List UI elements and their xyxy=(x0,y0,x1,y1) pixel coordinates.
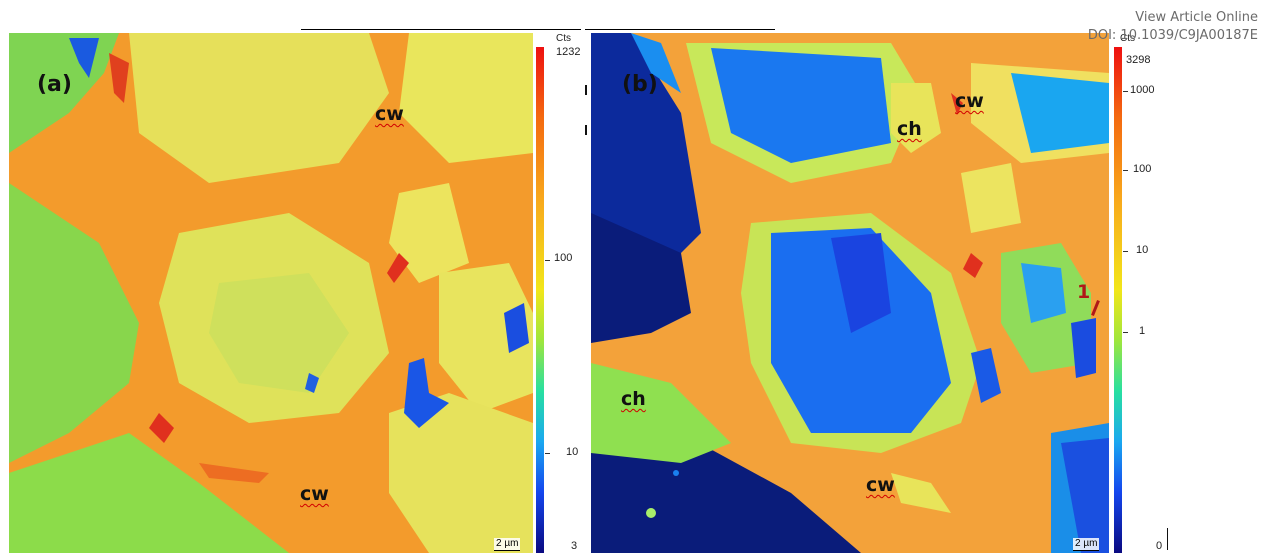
panel-a-map xyxy=(9,33,533,553)
colorbar-b-gradient xyxy=(1114,47,1122,553)
colorbar-b-tick xyxy=(1123,332,1128,333)
colorbar-a-tick xyxy=(545,260,550,261)
panel-b-label: (b) xyxy=(622,72,658,97)
edge-fragment xyxy=(585,85,587,95)
edge-fragment xyxy=(585,125,587,135)
colorbar-b-tick xyxy=(1123,170,1128,171)
region-label-ch: ch xyxy=(897,118,922,140)
colorbar-a-gradient xyxy=(536,47,544,553)
colorbar-b-tick-label: 100 xyxy=(1133,163,1152,175)
colorbar-a-tick-label: 10 xyxy=(566,446,579,458)
colorbar-b-tick xyxy=(1123,251,1128,252)
colorbar-b-tick-label: 10 xyxy=(1136,244,1149,256)
view-article-link[interactable]: View Article Online xyxy=(1135,10,1258,25)
region-label-cw: cw xyxy=(866,474,895,496)
colorbar-a-max-label: 1232 xyxy=(556,46,581,58)
colorbar-a-tick xyxy=(545,453,550,454)
region-label-ch: ch xyxy=(621,388,646,410)
colorbar-b-tick-label: 1 xyxy=(1139,325,1146,337)
scalebar-b: 2 µm xyxy=(1073,538,1100,551)
colorbar-a xyxy=(536,47,544,553)
edge-fragment xyxy=(1167,528,1168,550)
panel-b-image xyxy=(591,33,1109,553)
colorbar-b-tick xyxy=(1123,91,1128,92)
marker-1: 1 xyxy=(1077,281,1091,303)
article-header[interactable]: View Article Online DOI: 10.1039/C9JA001… xyxy=(1088,9,1258,45)
colorbar-a-tick-label: 100 xyxy=(554,252,573,264)
top-rule-right xyxy=(585,29,775,30)
colorbar-b-tick-label: 1000 xyxy=(1130,84,1155,96)
colorbar-b-tick-label: 0 xyxy=(1156,540,1163,552)
colorbar-b-unit: Cts xyxy=(1120,33,1135,44)
panel-b-map xyxy=(591,33,1109,553)
colorbar-a-tick-label: 3 xyxy=(571,540,578,552)
top-rule-left xyxy=(301,29,581,30)
panel-a-label: (a) xyxy=(37,72,72,97)
region-label-cw: cw xyxy=(955,90,984,112)
doi-text: DOI: 10.1039/C9JA00187E xyxy=(1087,28,1258,43)
region-label-cw: cw xyxy=(300,483,329,505)
colorbar-a-unit: Cts xyxy=(556,33,571,44)
colorbar-b xyxy=(1114,47,1122,553)
colorbar-b-max-label: 3298 xyxy=(1126,54,1151,66)
panel-a-image xyxy=(9,33,533,553)
scalebar-a: 2 µm xyxy=(494,538,521,551)
region-label-cw: cw xyxy=(375,103,404,125)
